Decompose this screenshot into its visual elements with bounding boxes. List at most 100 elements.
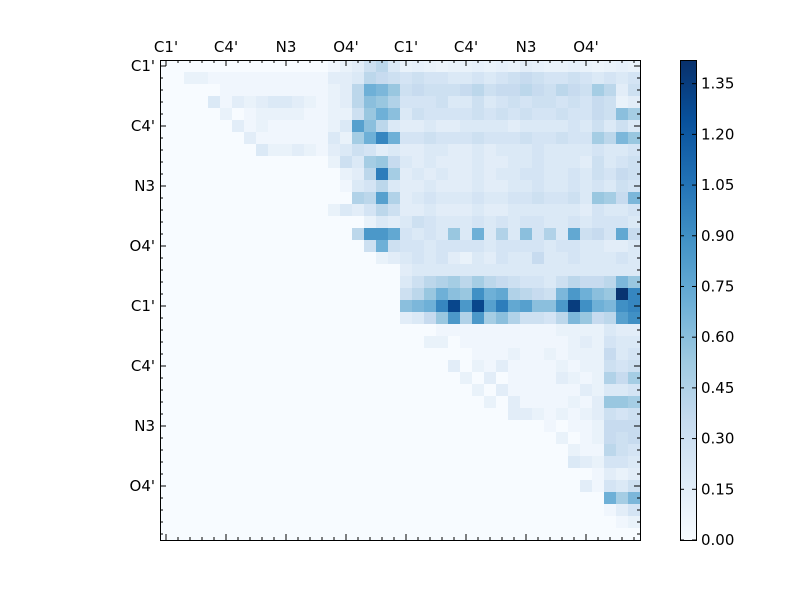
heatmap-cell (268, 156, 281, 169)
heatmap-cell (496, 276, 509, 289)
heatmap-cell (208, 384, 221, 397)
heatmap-cell (268, 384, 281, 397)
heatmap-cell (556, 120, 569, 133)
heatmap-cell (412, 456, 425, 469)
heatmap-cell (568, 372, 581, 385)
heatmap-cell (532, 252, 545, 265)
heatmap-cell (172, 324, 185, 337)
heatmap-cell (460, 204, 473, 217)
heatmap-cell (472, 120, 485, 133)
heatmap-cell (520, 240, 533, 253)
heatmap-cell (220, 456, 233, 469)
heatmap-cell (172, 144, 185, 157)
heatmap-cell (556, 516, 569, 529)
heatmap-cell (472, 456, 485, 469)
heatmap-cell (424, 240, 437, 253)
heatmap-cell (208, 252, 221, 265)
heatmap-cell (376, 300, 389, 313)
heatmap-cell (628, 288, 641, 301)
heatmap-cell (340, 336, 353, 349)
heatmap-cell (484, 84, 497, 97)
heatmap-cell (364, 336, 377, 349)
heatmap-cell (484, 372, 497, 385)
heatmap-cell (352, 396, 365, 409)
heatmap-cell (448, 240, 461, 253)
heatmap-cell (580, 216, 593, 229)
heatmap-cell (544, 132, 557, 145)
heatmap-cell (232, 504, 245, 517)
heatmap-cell (520, 60, 533, 73)
heatmap-cell (556, 168, 569, 181)
heatmap-cell (292, 120, 305, 133)
heatmap-cell (460, 72, 473, 85)
heatmap-cell (496, 84, 509, 97)
heatmap-cell (268, 372, 281, 385)
heatmap-cell (160, 516, 173, 529)
heatmap-cell (208, 408, 221, 421)
heatmap-cell (556, 348, 569, 361)
heatmap-cell (604, 228, 617, 241)
heatmap-cell (568, 168, 581, 181)
heatmap-cell (604, 408, 617, 421)
heatmap-cell (196, 72, 209, 85)
heatmap-cell (604, 528, 617, 541)
heatmap-cell (244, 384, 257, 397)
heatmap-cell (544, 144, 557, 157)
heatmap-cell (412, 360, 425, 373)
heatmap-cell (160, 456, 173, 469)
heatmap-cell (196, 60, 209, 73)
heatmap-cell (508, 156, 521, 169)
y-tick-label: C4' (131, 117, 155, 135)
heatmap-cell (364, 372, 377, 385)
heatmap-cell (568, 192, 581, 205)
heatmap-cell (460, 156, 473, 169)
heatmap-cell (172, 432, 185, 445)
heatmap-cell (304, 408, 317, 421)
heatmap-cell (256, 360, 269, 373)
heatmap-cell (616, 396, 629, 409)
heatmap-cell (616, 456, 629, 469)
heatmap-cell (256, 372, 269, 385)
heatmap-cell (616, 492, 629, 505)
heatmap-cell (256, 264, 269, 277)
heatmap-cell (184, 132, 197, 145)
heatmap-cell (484, 288, 497, 301)
heatmap-cell (592, 96, 605, 109)
heatmap-cell (400, 348, 413, 361)
heatmap-cell (196, 144, 209, 157)
heatmap-cell (592, 408, 605, 421)
heatmap-cell (256, 420, 269, 433)
heatmap-cell (400, 192, 413, 205)
heatmap-cell (460, 132, 473, 145)
heatmap-cell (220, 144, 233, 157)
heatmap-cell (472, 336, 485, 349)
heatmap-cell (604, 480, 617, 493)
heatmap-cell (556, 276, 569, 289)
heatmap-cell (172, 408, 185, 421)
heatmap-cell (244, 492, 257, 505)
heatmap-cell (160, 228, 173, 241)
heatmap-cell (472, 96, 485, 109)
heatmap-cell (340, 372, 353, 385)
heatmap-cell (556, 420, 569, 433)
heatmap-cell (580, 60, 593, 73)
heatmap-cell (376, 180, 389, 193)
heatmap-cell (244, 168, 257, 181)
heatmap-cell (616, 84, 629, 97)
heatmap-cell (448, 192, 461, 205)
heatmap-cell (496, 264, 509, 277)
heatmap-cell (436, 84, 449, 97)
heatmap-cell (544, 156, 557, 169)
heatmap-cell (316, 372, 329, 385)
heatmap-cell (484, 480, 497, 493)
heatmap-cell (280, 504, 293, 517)
heatmap-cell (208, 156, 221, 169)
heatmap-cell (208, 420, 221, 433)
heatmap-cell (436, 132, 449, 145)
heatmap-cell (352, 84, 365, 97)
heatmap-cell (508, 372, 521, 385)
heatmap-cell (448, 504, 461, 517)
heatmap-cell (508, 468, 521, 481)
heatmap-cell (508, 276, 521, 289)
heatmap-cell (412, 348, 425, 361)
